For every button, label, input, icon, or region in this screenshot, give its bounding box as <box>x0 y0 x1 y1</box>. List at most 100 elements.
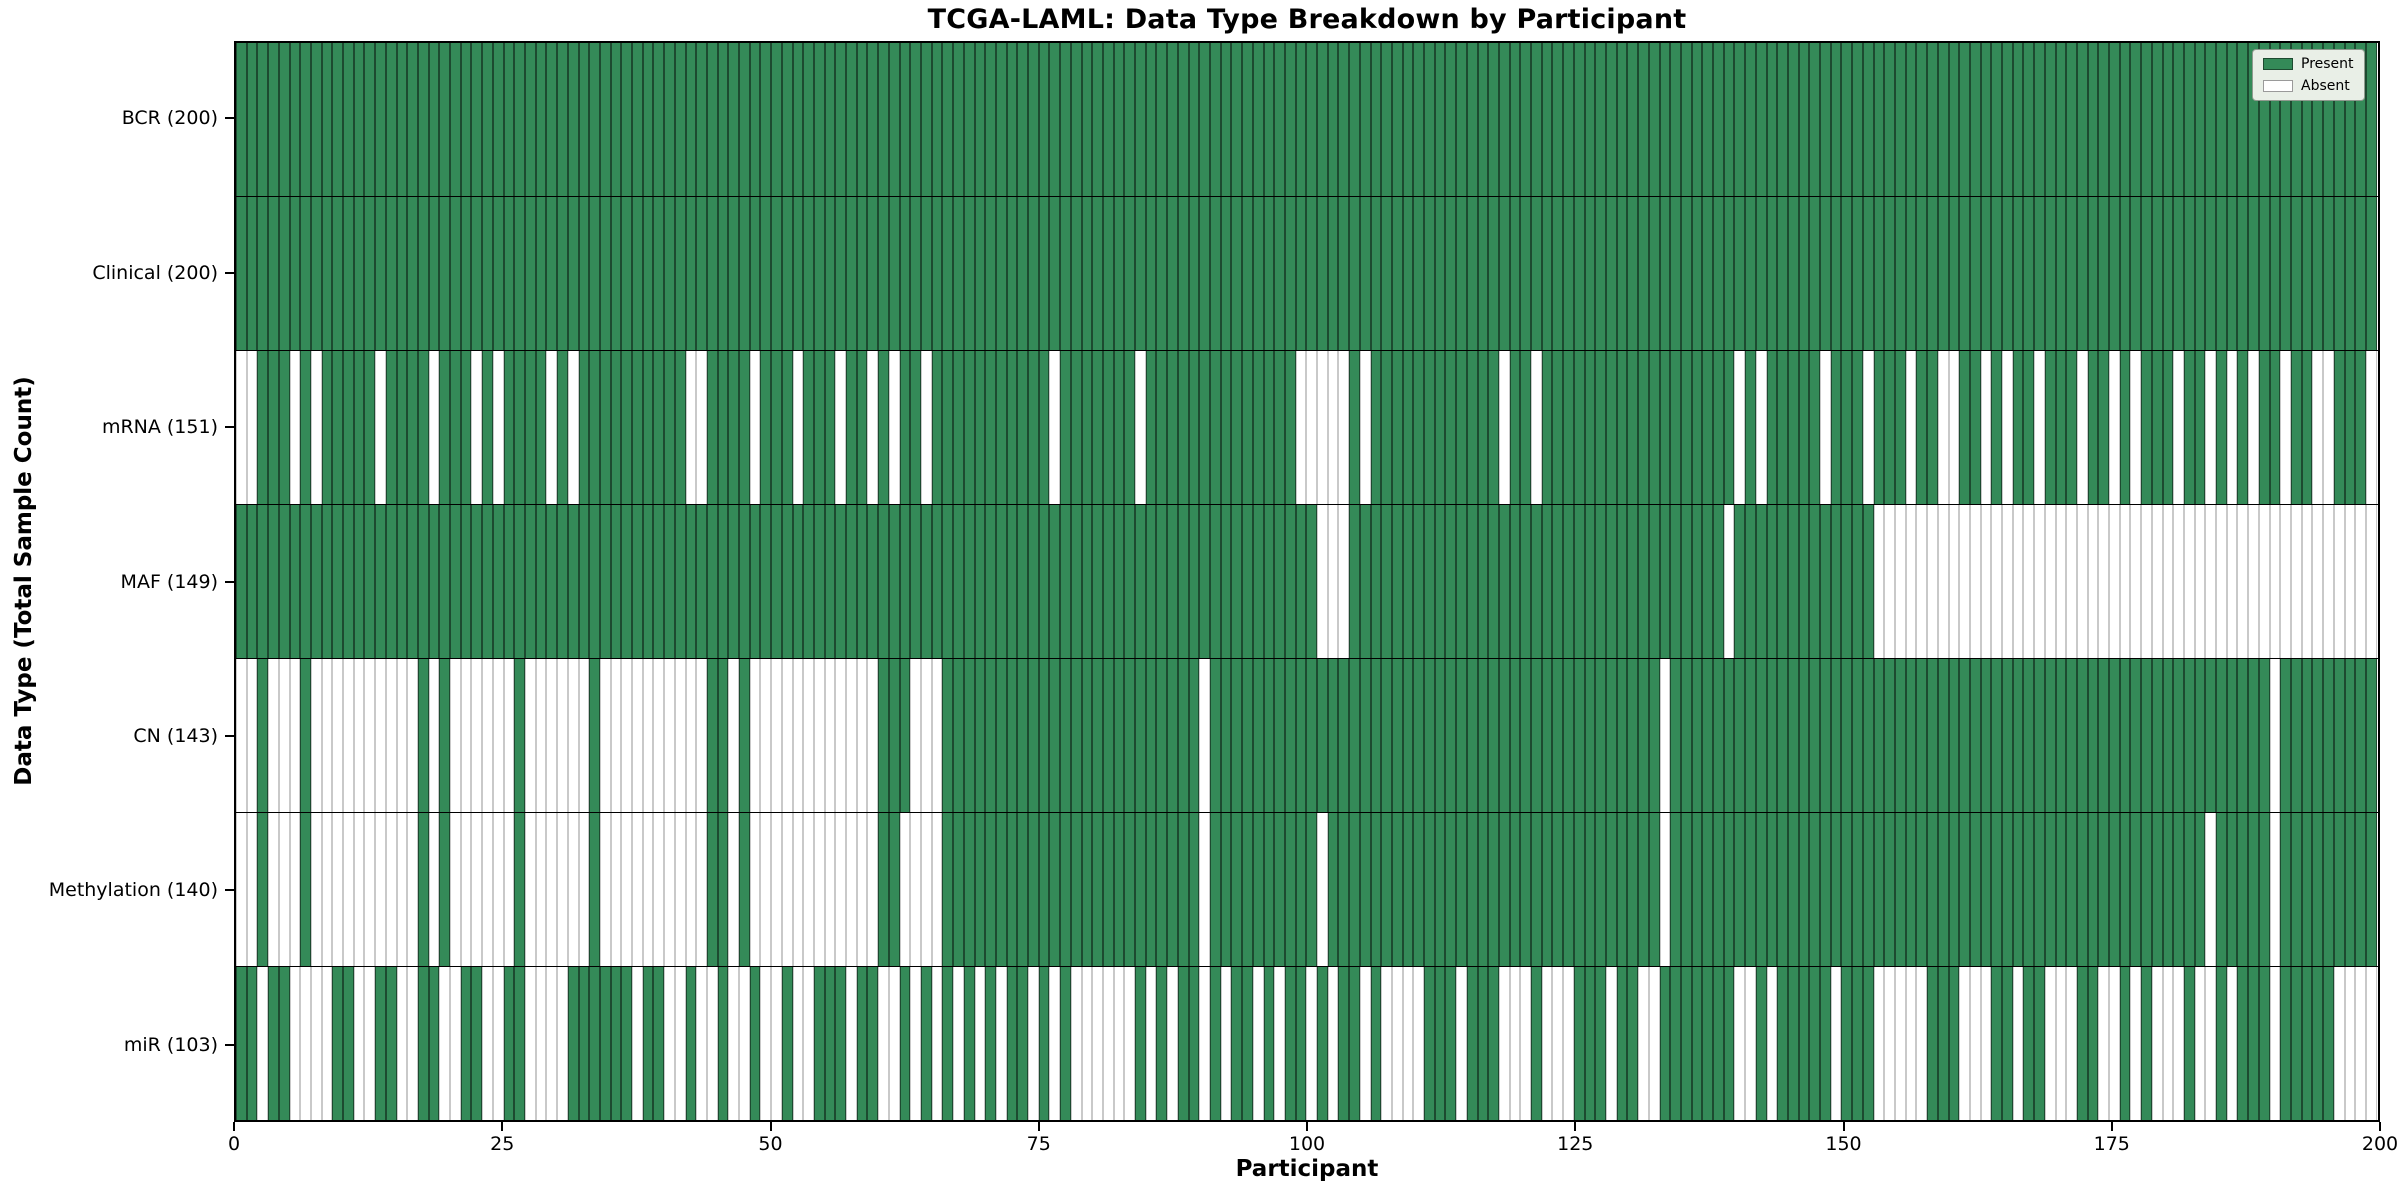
cell-present <box>1595 813 1606 966</box>
cell-present <box>1606 43 1617 196</box>
cell-absent <box>931 813 943 966</box>
cell-present <box>1948 197 1960 350</box>
cell-absent <box>685 351 697 504</box>
cell-present <box>1509 659 1521 812</box>
cell-present <box>1745 813 1756 966</box>
cell-absent <box>2034 505 2045 658</box>
cell-present <box>878 43 889 196</box>
cell-absent <box>2055 967 2067 1120</box>
cell-present <box>1242 197 1253 350</box>
cell-present <box>2141 659 2152 812</box>
cell-absent <box>2002 505 2013 658</box>
heatmap-row-CN <box>236 659 2378 813</box>
cell-present <box>1391 197 1403 350</box>
cell-present <box>1680 43 1692 196</box>
cell-present <box>2151 197 2163 350</box>
cell-absent <box>2066 967 2077 1120</box>
cell-absent <box>1980 505 1992 658</box>
cell-present <box>1798 505 1810 658</box>
cell-absent <box>1873 967 1885 1120</box>
cell-present <box>931 43 943 196</box>
cell-present <box>1317 659 1328 812</box>
cell-absent <box>2151 967 2163 1120</box>
cell-present <box>1584 659 1596 812</box>
cell-absent <box>888 967 900 1120</box>
cell-absent <box>1894 505 1906 658</box>
cell-present <box>1616 43 1628 196</box>
cell-present <box>2237 813 2249 966</box>
cell-present <box>1798 43 1810 196</box>
cell-absent <box>2109 351 2120 504</box>
cell-present <box>953 351 964 504</box>
cell-absent <box>781 659 793 812</box>
cell-present <box>1531 813 1542 966</box>
cell-present <box>1787 505 1799 658</box>
cell-present <box>236 197 247 350</box>
cell-present <box>1905 43 1917 196</box>
cell-present <box>995 197 1007 350</box>
cell-absent <box>524 967 536 1120</box>
cell-present <box>610 197 622 350</box>
cell-present <box>257 43 269 196</box>
cell-present <box>931 197 943 350</box>
cell-present <box>1680 659 1692 812</box>
cell-present <box>1809 351 1821 504</box>
cell-absent <box>578 659 590 812</box>
cell-absent <box>236 659 247 812</box>
cell-present <box>2280 197 2291 350</box>
cell-absent <box>856 659 868 812</box>
cell-absent <box>1381 967 1392 1120</box>
cell-absent <box>1199 967 1210 1120</box>
cell-present <box>450 43 461 196</box>
cell-absent <box>353 659 365 812</box>
cell-present <box>2044 351 2056 504</box>
cell-present <box>1113 505 1125 658</box>
cell-absent <box>321 813 333 966</box>
cell-present <box>1488 43 1499 196</box>
cell-present <box>1006 43 1018 196</box>
cell-present <box>514 813 525 966</box>
cell-present <box>1381 197 1392 350</box>
cell-present <box>1445 505 1457 658</box>
cell-present <box>1477 43 1489 196</box>
cell-present <box>1852 813 1863 966</box>
cell-absent <box>492 967 504 1120</box>
cell-present <box>1338 813 1350 966</box>
cell-present <box>856 43 868 196</box>
cell-present <box>1038 43 1050 196</box>
cell-present <box>2301 813 2313 966</box>
cell-absent <box>632 813 643 966</box>
cell-present <box>471 967 483 1120</box>
cell-present <box>1959 43 1970 196</box>
cell-absent <box>375 813 386 966</box>
chart-title: TCGA-LAML: Data Type Breakdown by Partic… <box>927 4 1687 35</box>
cell-present <box>2194 43 2206 196</box>
cell-present <box>717 813 729 966</box>
cell-absent <box>396 967 408 1120</box>
cell-present <box>2130 197 2142 350</box>
cell-present <box>1413 505 1425 658</box>
cell-present <box>1006 505 1018 658</box>
cell-present <box>1263 813 1275 966</box>
cell-present <box>1809 813 1821 966</box>
cell-present <box>2023 659 2035 812</box>
cell-absent <box>471 813 483 966</box>
cell-present <box>300 351 311 504</box>
cell-present <box>1359 659 1371 812</box>
cell-present <box>1102 813 1114 966</box>
cell-absent <box>621 659 633 812</box>
cell-present <box>674 197 686 350</box>
cell-present <box>1038 505 1050 658</box>
cell-absent <box>2098 967 2110 1120</box>
cell-present <box>589 967 600 1120</box>
cell-present <box>2291 659 2302 812</box>
cell-absent <box>450 813 461 966</box>
cell-present <box>2312 659 2324 812</box>
cell-present <box>781 43 793 196</box>
cell-present <box>321 197 333 350</box>
cell-absent <box>353 967 365 1120</box>
y-tick-label-Methylation: Methylation (140) <box>48 879 218 902</box>
cell-absent <box>846 659 857 812</box>
cell-present <box>1284 505 1296 658</box>
cell-present <box>1916 659 1928 812</box>
